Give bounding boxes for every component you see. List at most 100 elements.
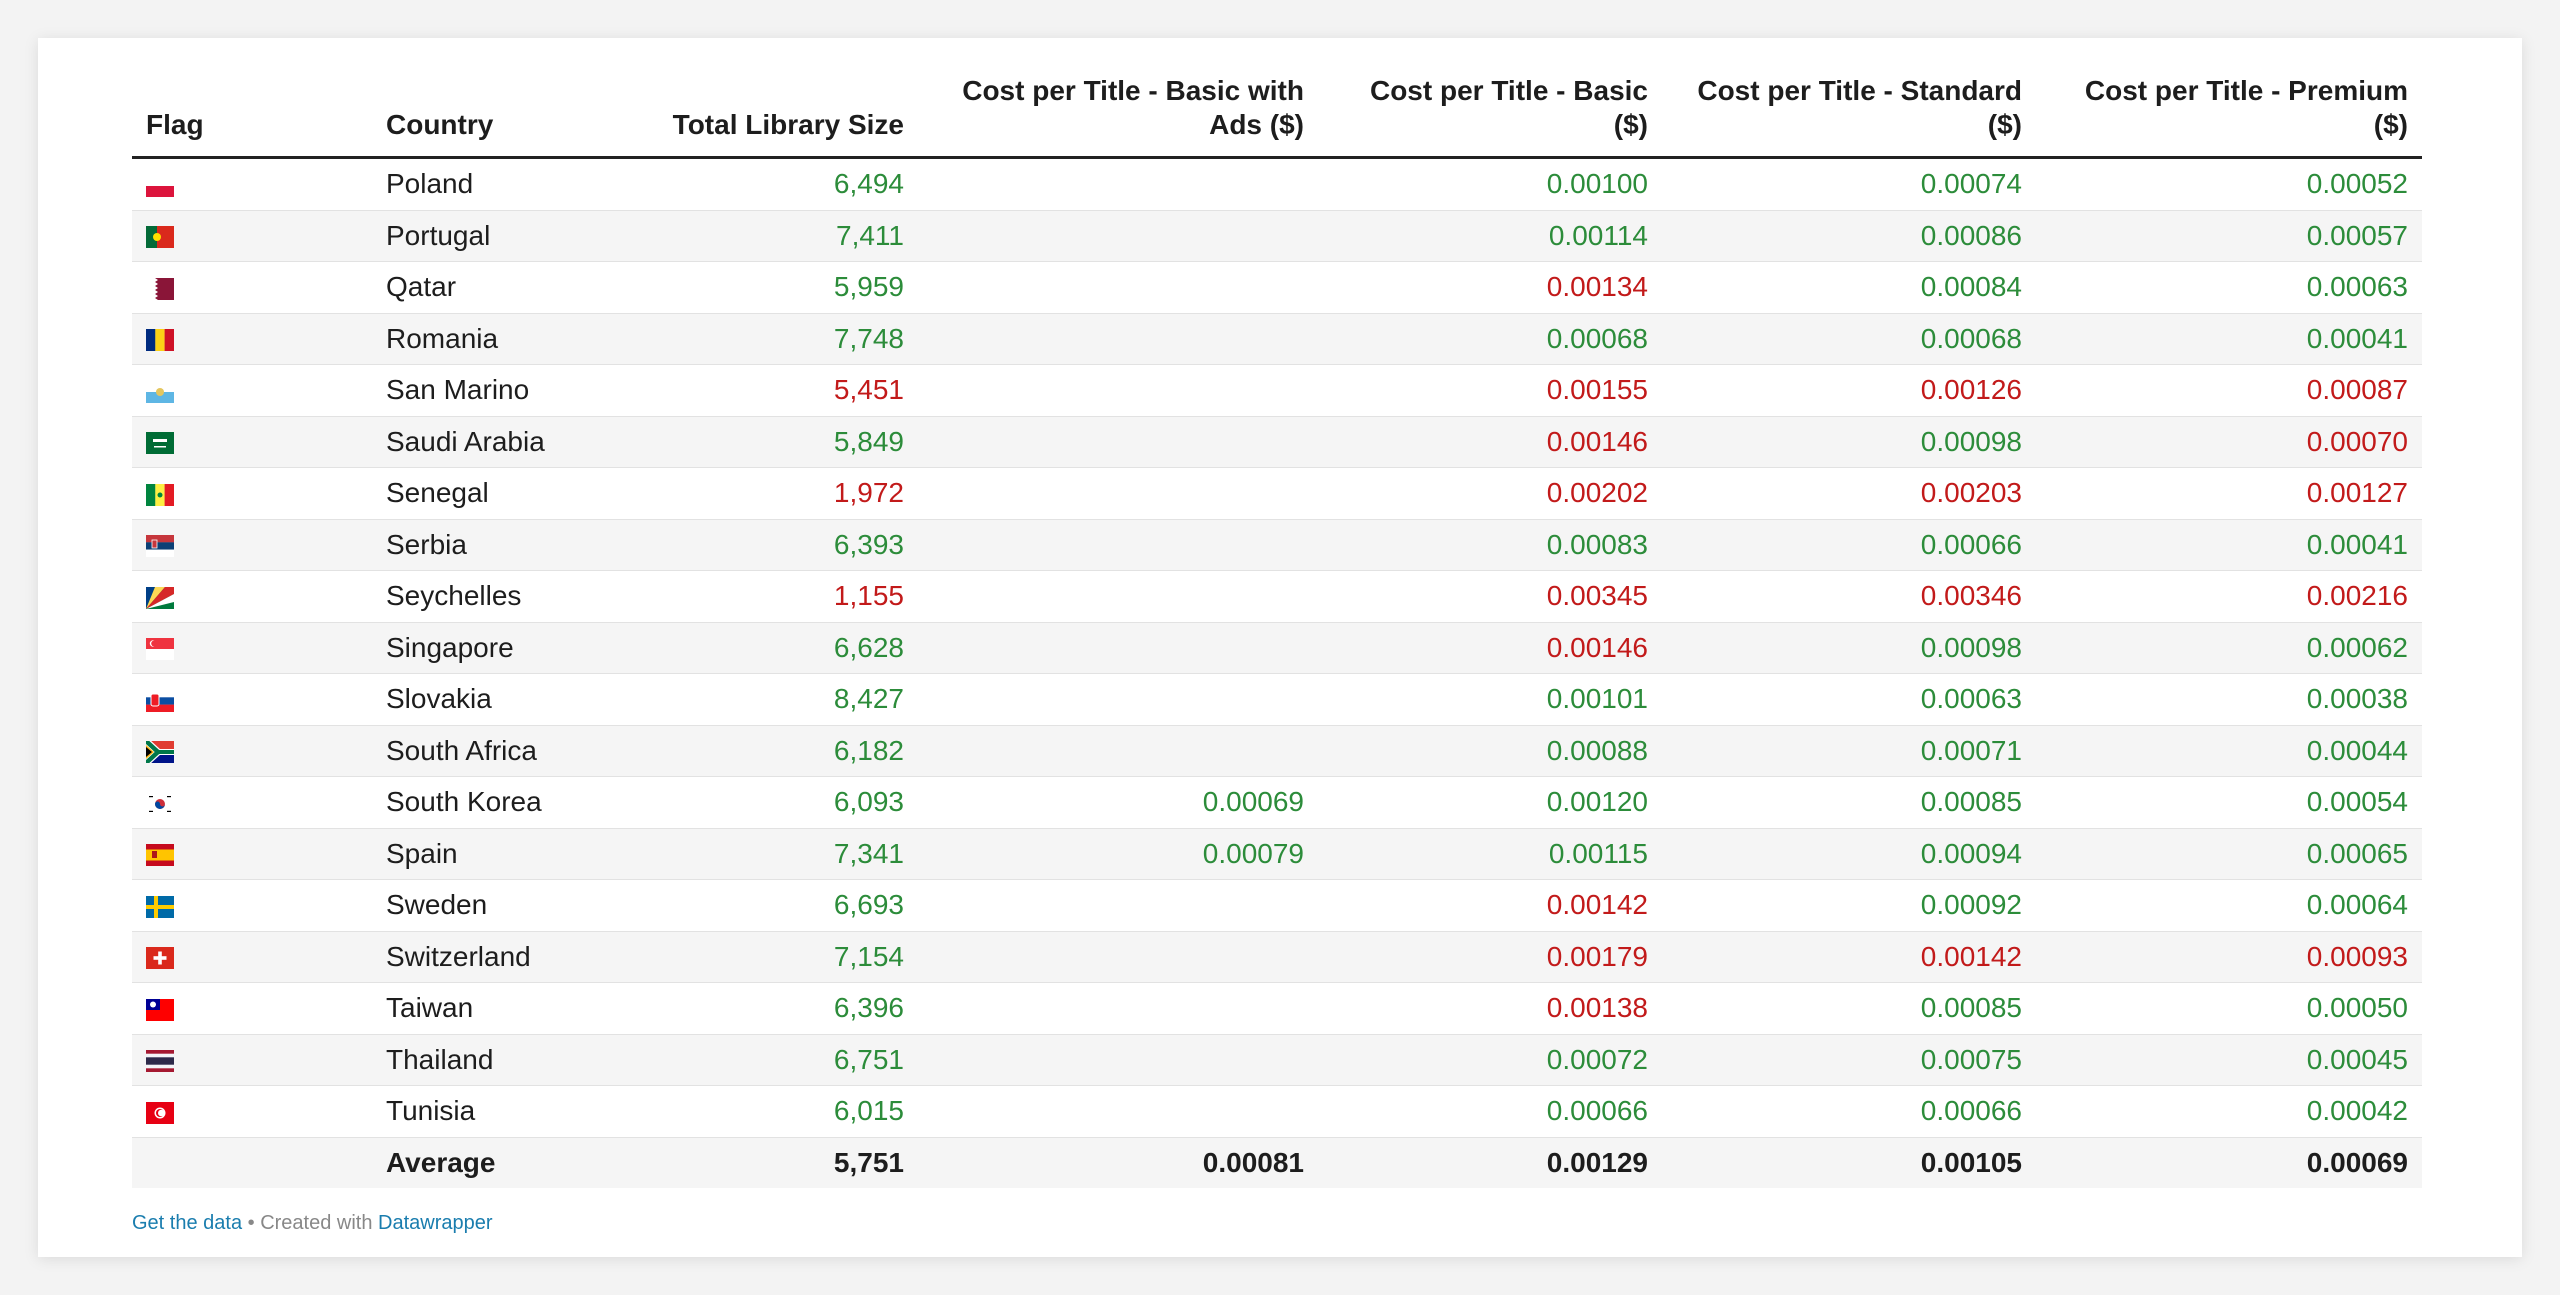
premium-cell: 0.00087 (2036, 364, 2422, 417)
column-header-country[interactable]: Country (372, 64, 612, 159)
flag-cell (132, 364, 372, 417)
country-cell: South Korea (372, 776, 612, 829)
premium-cell: 0.00042 (2036, 1085, 2422, 1138)
portugal-flag-icon (146, 226, 174, 249)
singapore-flag-icon (146, 638, 174, 661)
flag-cell (132, 261, 372, 314)
library-size-cell: 5,849 (612, 416, 918, 468)
basic-cell: 0.00146 (1318, 622, 1662, 674)
column-header-basic-ads[interactable]: Cost per Title - Basic with Ads ($) (918, 64, 1318, 159)
standard-cell: 0.00084 (1662, 261, 2036, 314)
footer-separator-text: • Created with (242, 1212, 379, 1234)
library-size-cell: 7,341 (612, 828, 918, 880)
column-header-basic[interactable]: Cost per Title - Basic ($) (1318, 64, 1662, 159)
table-row: Poland 6,494 0.00100 0.00074 0.00052 (132, 157, 2422, 211)
average-library-size-cell: 5,751 (612, 1137, 918, 1188)
premium-cell: 0.00062 (2036, 622, 2422, 674)
table-row: South Africa 6,182 0.00088 0.00071 0.00044 (132, 725, 2422, 777)
san-marino-flag-icon (146, 380, 174, 403)
country-cell: Senegal (372, 467, 612, 520)
qatar-flag-icon (146, 277, 174, 300)
basic-cell: 0.00134 (1318, 261, 1662, 314)
premium-cell: 0.00041 (2036, 313, 2422, 365)
flag-cell (132, 416, 372, 468)
column-header-library-size[interactable]: Total Library Size (612, 64, 918, 159)
country-cell: Taiwan (372, 982, 612, 1035)
flag-cell (132, 313, 372, 365)
flag-cell (132, 210, 372, 262)
premium-cell: 0.00093 (2036, 931, 2422, 983)
country-cell: San Marino (372, 364, 612, 417)
library-size-cell: 8,427 (612, 673, 918, 726)
column-header-standard[interactable]: Cost per Title - Standard ($) (1662, 64, 2036, 159)
basic-ads-cell (918, 879, 1318, 932)
standard-cell: 0.00074 (1662, 157, 2036, 211)
premium-cell: 0.00065 (2036, 828, 2422, 880)
premium-cell: 0.00057 (2036, 210, 2422, 262)
basic-cell: 0.00179 (1318, 931, 1662, 983)
library-size-cell: 6,693 (612, 879, 918, 932)
column-header-flag[interactable]: Flag (132, 64, 372, 159)
average-standard-cell: 0.00105 (1662, 1137, 2036, 1188)
basic-cell: 0.00120 (1318, 776, 1662, 829)
premium-cell: 0.00216 (2036, 570, 2422, 623)
flag-cell (132, 1085, 372, 1138)
country-cell: Portugal (372, 210, 612, 262)
table-row: Qatar 5,959 0.00134 0.00084 0.00063 (132, 261, 2422, 314)
column-header-premium[interactable]: Cost per Title - Premium ($) (2036, 64, 2422, 159)
seychelles-flag-icon (146, 586, 174, 609)
flag-cell (132, 776, 372, 829)
country-cell: Thailand (372, 1034, 612, 1086)
basic-ads-cell (918, 416, 1318, 468)
basic-cell: 0.00115 (1318, 828, 1662, 880)
standard-cell: 0.00085 (1662, 776, 2036, 829)
basic-ads-cell (918, 931, 1318, 983)
serbia-flag-icon (146, 535, 174, 558)
flag-cell (132, 982, 372, 1035)
standard-cell: 0.00346 (1662, 570, 2036, 623)
country-cell: Serbia (372, 519, 612, 571)
average-label: Average (372, 1137, 612, 1188)
country-cell: Qatar (372, 261, 612, 314)
basic-cell: 0.00083 (1318, 519, 1662, 571)
basic-ads-cell (918, 1034, 1318, 1086)
library-size-cell: 6,751 (612, 1034, 918, 1086)
south-korea-flag-icon (146, 792, 174, 815)
basic-ads-cell: 0.00079 (918, 828, 1318, 880)
basic-ads-cell (918, 982, 1318, 1035)
table-row: Spain 7,341 0.00079 0.00115 0.00094 0.00065 (132, 828, 2422, 880)
library-size-cell: 6,182 (612, 725, 918, 777)
get-the-data-link[interactable]: Get the data (132, 1212, 243, 1234)
basic-cell: 0.00066 (1318, 1085, 1662, 1138)
poland-flag-icon (146, 174, 174, 197)
country-cell: Romania (372, 313, 612, 365)
average-basic-ads-cell: 0.00081 (918, 1137, 1318, 1188)
basic-cell: 0.00345 (1318, 570, 1662, 623)
premium-cell: 0.00038 (2036, 673, 2422, 726)
standard-cell: 0.00066 (1662, 519, 2036, 571)
basic-ads-cell (918, 364, 1318, 417)
standard-cell: 0.00086 (1662, 210, 2036, 262)
table-row: Senegal 1,972 0.00202 0.00203 0.00127 (132, 467, 2422, 520)
table-body: Poland 6,494 0.00100 0.00074 0.00052 Portugal… (132, 157, 2422, 1188)
country-cell: Tunisia (372, 1085, 612, 1138)
data-table: Flag Country Total Library Size Cost per… (132, 64, 2422, 1188)
standard-cell: 0.00068 (1662, 313, 2036, 365)
library-size-cell: 7,411 (612, 210, 918, 262)
country-cell: Saudi Arabia (372, 416, 612, 468)
datawrapper-link[interactable]: Datawrapper (378, 1212, 493, 1234)
premium-cell: 0.00054 (2036, 776, 2422, 829)
library-size-cell: 6,494 (612, 157, 918, 211)
standard-cell: 0.00094 (1662, 828, 2036, 880)
premium-cell: 0.00127 (2036, 467, 2422, 520)
average-basic-cell: 0.00129 (1318, 1137, 1662, 1188)
switzerland-flag-icon (146, 947, 174, 970)
senegal-flag-icon (146, 483, 174, 506)
library-size-cell: 6,396 (612, 982, 918, 1035)
table-header-row: Flag Country Total Library Size Cost per… (132, 64, 2422, 159)
library-size-cell: 6,628 (612, 622, 918, 674)
basic-ads-cell (918, 313, 1318, 365)
library-size-cell: 5,959 (612, 261, 918, 314)
premium-cell: 0.00041 (2036, 519, 2422, 571)
tunisia-flag-icon (146, 1101, 174, 1124)
